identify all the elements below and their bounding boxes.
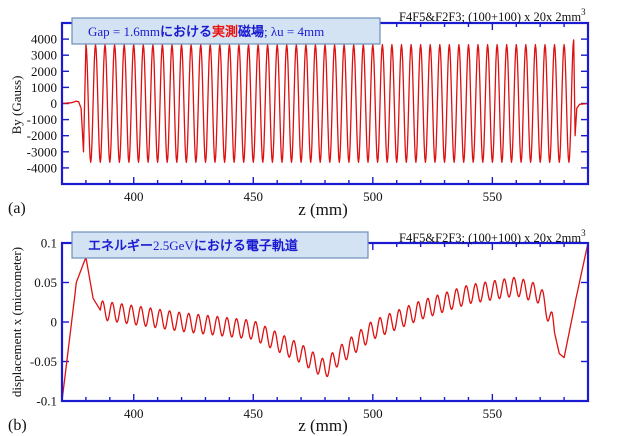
y-tick-label-a-4: 0: [51, 96, 58, 111]
y-axis-title-a: By (Gauss): [9, 76, 24, 135]
title-b: エネルギー2.5GeVにおける電子軌道: [88, 238, 298, 254]
title-a-part-5: ; λu = 4mm: [264, 24, 324, 39]
x-tick-label-b-450: 450: [244, 406, 264, 421]
title-b-part-2: 2.5GeV: [153, 238, 194, 253]
panel-b: 400 450 500 550 0.1 0.05 0 -0.05 -0.1 エネルギー2.5Ge…: [8, 228, 590, 435]
panel-letter-a: (a): [8, 200, 26, 217]
x-tick-label-b-400: 400: [124, 406, 144, 421]
x-tick-label-b-500: 500: [363, 406, 383, 421]
y-tick-label-a-0: 4000: [31, 32, 57, 47]
y-axis-title-b: displacement x (micrometer): [9, 247, 24, 397]
title-box-b: [71, 231, 369, 259]
panel-letter-b: (b): [8, 417, 27, 434]
x-tick-label-b-550: 550: [483, 406, 503, 421]
corner-note-a-sup: 3: [581, 7, 586, 17]
title-a: Gap = 1.6mmにおける実測磁場; λu = 4mm: [88, 24, 324, 40]
title-a-part-1: Gap = 1.6mm: [88, 24, 160, 39]
x-tick-label-a-400: 400: [124, 189, 144, 204]
y-tick-label-b-3: -0.05: [30, 354, 57, 369]
panel-a: 400 450 500 55040003000200010000-1000-2000-…: [8, 7, 590, 219]
title-a-part-4: 磁場: [238, 24, 264, 40]
corner-note-b: F4F5&F2F3; (100+100) x 20x 2mm3: [399, 228, 586, 245]
x-axis-title-b: z (mm): [298, 416, 348, 435]
y-tick-label-a-2: 2000: [31, 64, 57, 79]
y-tick-label-a-8: -4000: [27, 160, 57, 175]
series-line-by: [61, 39, 589, 163]
corner-note-b-text: F4F5&F2F3; (100+100) x 20x 2mm: [399, 231, 581, 245]
x-tick-label-a-450: 450: [244, 189, 264, 204]
series-line-displacement: [61, 242, 589, 402]
title-a-part-2: における: [160, 25, 212, 40]
title-box-a: [71, 17, 381, 45]
x-tick-label-a-500: 500: [363, 189, 383, 204]
title-b-part-1: エネルギー: [88, 238, 153, 254]
y-tick-label-b-0: 0.1: [41, 236, 57, 251]
y-tick-label-a-5: -1000: [27, 112, 57, 127]
corner-note-b-sup: 3: [581, 228, 586, 238]
plot-frame-b: [60, 241, 590, 403]
title-a-part-3: 実測: [212, 24, 238, 40]
y-tick-label-a-1: 3000: [31, 48, 57, 63]
y-tick-label-a-7: -3000: [27, 144, 57, 159]
y-tick-label-b-4: -0.1: [36, 394, 57, 409]
ticks-b: 400 450 500 550 0.1 0.05 0 -0.05 -0.1: [30, 236, 589, 421]
title-b-part-3: における電子軌道: [194, 238, 298, 254]
corner-note-a-text: F4F5&F2F3; (100+100) x 20x 2mm: [399, 10, 581, 24]
x-axis-title-a: z (mm): [298, 200, 348, 219]
x-tick-label-a-550: 550: [483, 189, 503, 204]
y-tick-label-a-3: 1000: [31, 80, 57, 95]
corner-note-a: F4F5&F2F3; (100+100) x 20x 2mm3: [399, 7, 586, 24]
y-tick-label-b-1: 0.05: [34, 275, 57, 290]
y-tick-label-b-2: 0: [51, 315, 58, 330]
y-tick-label-a-6: -2000: [27, 128, 57, 143]
